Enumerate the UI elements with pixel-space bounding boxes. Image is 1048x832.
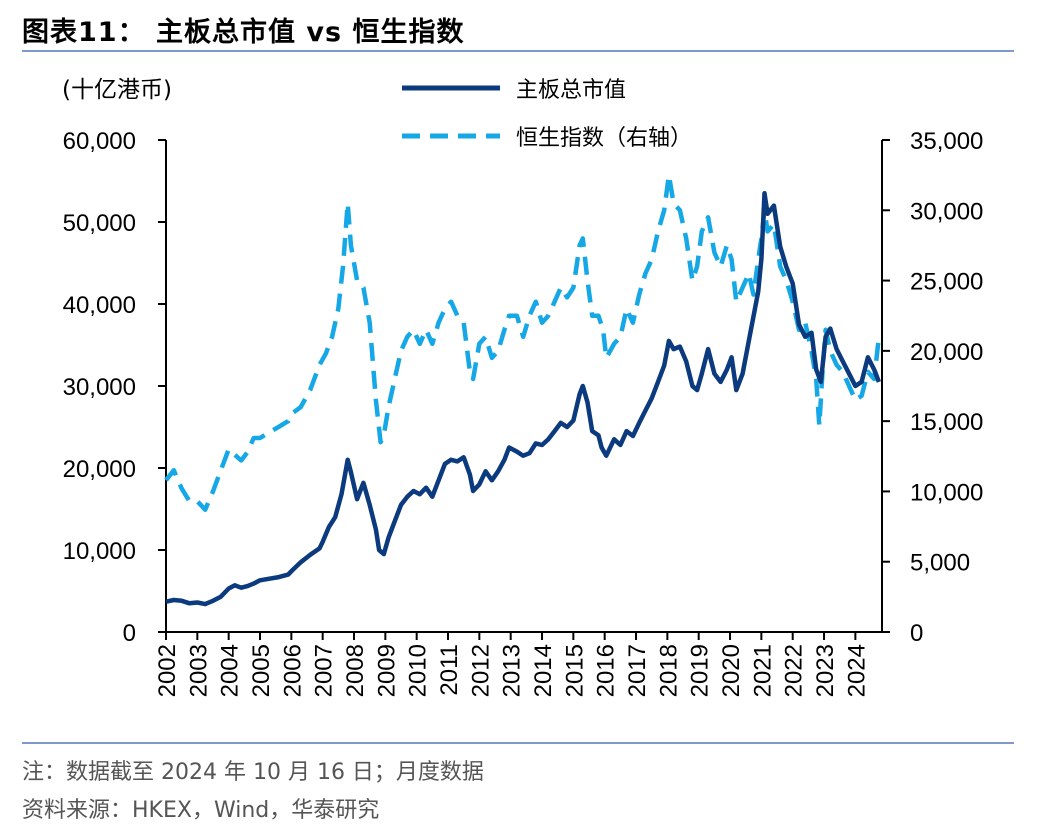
left-tick-label: 0 — [123, 620, 136, 647]
right-tick-label: 30,000 — [910, 198, 983, 225]
x-tick-label: 2007 — [311, 644, 338, 697]
right-tick-label: 15,000 — [910, 409, 983, 436]
left-tick-label: 30,000 — [63, 374, 136, 401]
x-tick-label: 2013 — [499, 644, 526, 697]
x-tick-label: 2022 — [781, 644, 808, 697]
right-tick-label: 5,000 — [910, 550, 970, 577]
source-note: 资料来源：HKEX，Wind，华泰研究 — [22, 798, 380, 823]
x-tick-label: 2006 — [279, 644, 306, 697]
left-tick-label: 50,000 — [63, 210, 136, 237]
legend-label-main: 主板总市值 — [516, 78, 626, 103]
left-tick-label: 40,000 — [63, 292, 136, 319]
x-tick-label: 2004 — [217, 644, 244, 697]
right-tick-label: 0 — [910, 620, 923, 647]
x-tick-label: 2003 — [185, 644, 212, 697]
left-tick-label: 60,000 — [63, 128, 136, 155]
x-tick-label: 2018 — [655, 644, 682, 697]
right-tick-label: 20,000 — [910, 339, 983, 366]
left-axis-unit-label: (十亿港币) — [62, 77, 172, 103]
x-tick-label: 2002 — [154, 644, 181, 697]
left-tick-label: 10,000 — [63, 538, 136, 565]
legend-label-hsi: 恒生指数（右轴） — [516, 126, 692, 151]
series-layer — [164, 172, 882, 607]
page-title: 图表11： 主板总市值 vs 恒生指数 — [22, 17, 465, 48]
x-tick-label: 2021 — [749, 644, 776, 697]
x-tick-label: 2023 — [812, 644, 839, 697]
footnote: 注：数据截至 2024 年 10 月 16 日；月度数据 — [22, 760, 484, 785]
left-y-axis: 0 10,000 20,000 30,000 40,000 50,000 60,000 — [63, 128, 166, 647]
right-tick-label: 10,000 — [910, 479, 983, 506]
x-tick-label: 2016 — [593, 644, 620, 697]
footer-divider — [22, 742, 1014, 744]
title-divider — [22, 50, 1014, 52]
x-tick-label: 2010 — [405, 644, 432, 697]
left-tick-label: 20,000 — [63, 456, 136, 483]
right-tick-label: 35,000 — [910, 128, 983, 155]
x-tick-label: 2020 — [718, 644, 745, 697]
series-line-hsi — [164, 172, 882, 512]
x-tick-label: 2019 — [687, 644, 714, 697]
x-axis: 2002 2003 2004 2005 2006 2007 2008 2009 2010 2011… — [154, 632, 870, 697]
x-tick-label: 2014 — [530, 644, 557, 697]
series-line-main-board-market-cap — [165, 191, 882, 607]
x-tick-label: 2015 — [561, 644, 588, 697]
x-tick-label: 2009 — [373, 644, 400, 697]
x-tick-label: 2011 — [436, 644, 463, 696]
legend: 主板总市值 恒生指数（右轴） — [402, 78, 692, 151]
x-tick-label: 2017 — [624, 644, 651, 697]
right-y-axis: 0 5,000 10,000 15,000 20,000 25,000 30,000 35,0… — [882, 128, 983, 647]
right-tick-label: 25,000 — [910, 269, 983, 296]
x-tick-label: 2012 — [467, 644, 494, 697]
x-tick-label: 2024 — [843, 644, 870, 697]
x-tick-label: 2005 — [248, 644, 275, 697]
x-tick-label: 2008 — [342, 644, 369, 697]
